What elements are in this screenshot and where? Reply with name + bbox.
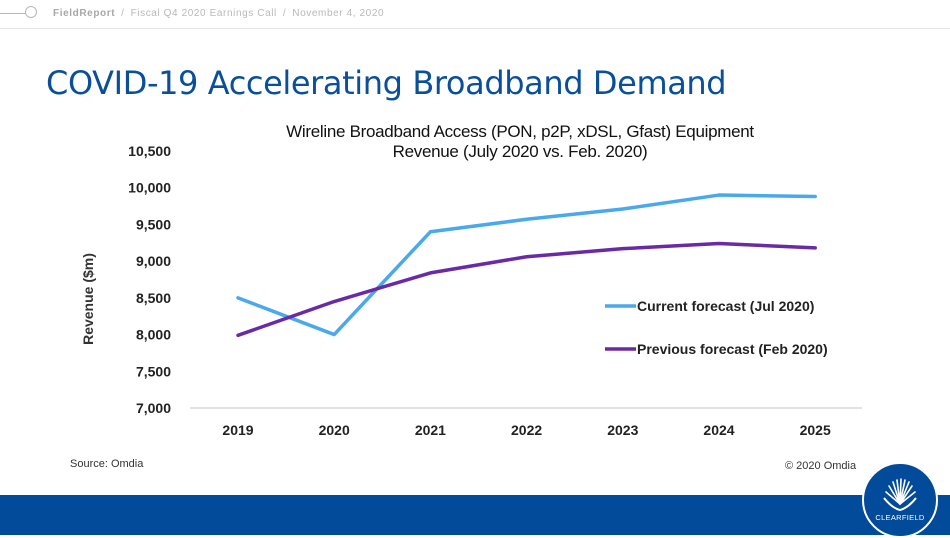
legend-label: Current forecast (Jul 2020) [637,298,814,314]
source-note: Source: Omdia [70,458,143,470]
x-tick-label: 2025 [800,422,831,438]
x-tick-label: 2024 [703,422,734,438]
x-axis-ticks: 2019 2020 2021 2022 2023 2024 2025 [222,422,831,438]
legend: Current forecast (Jul 2020) Previous fore… [605,298,828,357]
series-line-previous [238,244,815,336]
y-axis-label: Revenue ($m) [80,253,96,345]
y-tick-label: 9,500 [136,216,171,232]
y-tick-label: 7,000 [136,400,171,416]
x-tick-label: 2023 [607,422,638,438]
clearfield-logo [862,462,938,538]
shell-icon [864,464,936,536]
legend-label: Previous forecast (Feb 2020) [637,341,828,357]
x-tick-label: 2020 [319,422,350,438]
x-tick-label: 2019 [222,422,253,438]
y-tick-label: 7,500 [136,363,171,379]
y-tick-label: 8,500 [136,290,171,306]
y-tick-label: 10,500 [128,143,171,159]
x-tick-label: 2021 [415,422,446,438]
x-tick-label: 2022 [511,422,542,438]
y-tick-label: 9,000 [136,253,171,269]
logo-text: CLEARFIELD [864,513,936,522]
y-tick-label: 10,000 [128,180,171,196]
series-group [238,195,815,335]
copyright-note: © 2020 Omdia [785,460,856,472]
y-tick-label: 8,000 [136,327,171,343]
footer-band [0,495,950,535]
y-axis-ticks: 7,000 7,500 8,000 8,500 9,000 9,500 10,000 10,5… [128,143,171,416]
